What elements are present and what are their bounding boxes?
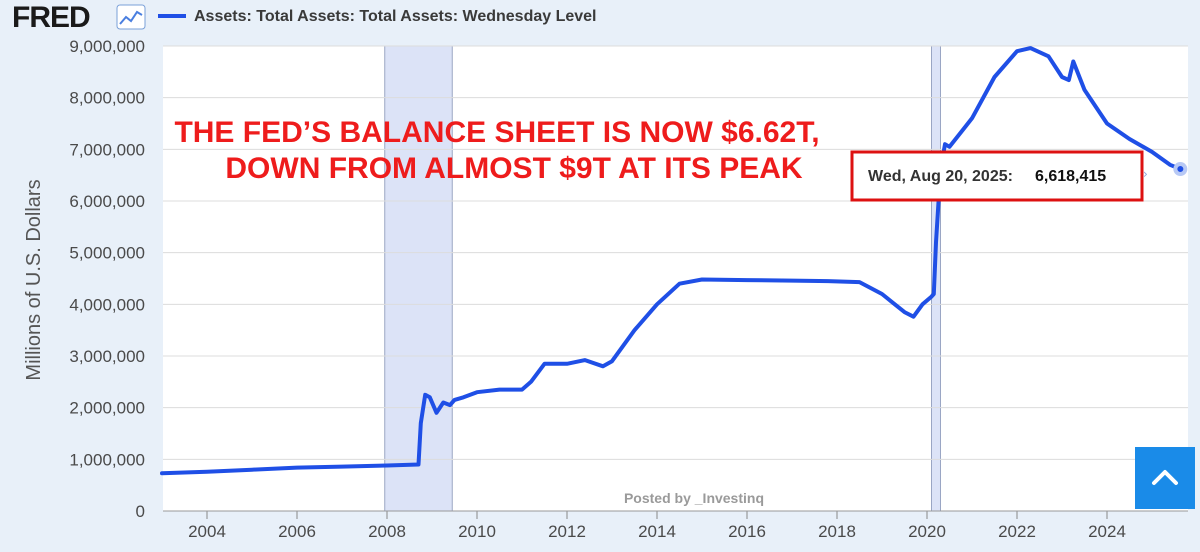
line-chart-icon xyxy=(116,4,146,30)
y-tick-label: 3,000,000 xyxy=(69,347,145,366)
last-point-marker[interactable] xyxy=(1173,162,1188,177)
x-tick-label: 2012 xyxy=(548,522,586,541)
y-tick-label: 4,000,000 xyxy=(69,295,145,314)
x-tick-label: 2014 xyxy=(638,522,676,541)
annotation-line-2: DOWN FROM ALMOST $9T AT ITS PEAK xyxy=(225,152,803,185)
tooltip-box xyxy=(850,150,1144,202)
y-tick-label: 8,000,000 xyxy=(69,89,145,108)
x-tick-label: 2022 xyxy=(998,522,1036,541)
annotation-line-1: THE FED’S BALANCE SHEET IS NOW $6.62T, xyxy=(174,116,819,149)
data-tooltip: Wed, Aug 20, 2025: 6,618,415 › xyxy=(850,150,1148,202)
legend[interactable]: Assets: Total Assets: Total Assets: Wedn… xyxy=(158,8,597,25)
x-tick-label: 2010 xyxy=(458,522,496,541)
x-tick-label: 2016 xyxy=(728,522,766,541)
x-axis-ticks: 2004 2006 2008 2010 2012 2014 2016 2018 2020 2022… xyxy=(163,510,1188,541)
tooltip-date: Wed, Aug 20, 2025: xyxy=(868,168,1013,185)
y-tick-label: 1,000,000 xyxy=(69,450,145,469)
y-tick-label: 6,000,000 xyxy=(69,192,145,211)
y-tick-label: 9,000,000 xyxy=(69,37,145,56)
y-tick-label: 7,000,000 xyxy=(69,140,145,159)
y-tick-label: 0 xyxy=(136,502,145,521)
x-tick-label: 2020 xyxy=(908,522,946,541)
annotation: THE FED’S BALANCE SHEET IS NOW $6.62T, D… xyxy=(174,116,819,185)
plot-area xyxy=(163,46,1188,511)
chevron-up-icon xyxy=(1152,470,1178,485)
x-tick-label: 2006 xyxy=(278,522,316,541)
y-axis-ticks: 0 1,000,000 2,000,000 3,000,000 4,000,000 5,0… xyxy=(69,37,145,521)
tooltip-caret-icon: › xyxy=(1143,167,1148,181)
x-tick-label: 2004 xyxy=(188,522,226,541)
x-tick-label: 2024 xyxy=(1088,522,1126,541)
x-tick-label: 2008 xyxy=(368,522,406,541)
scroll-to-top-button[interactable] xyxy=(1135,447,1195,509)
legend-label: Assets: Total Assets: Total Assets: Wedn… xyxy=(194,8,597,25)
y-tick-label: 2,000,000 xyxy=(69,399,145,418)
fred-logo[interactable]: FRED xyxy=(12,1,146,34)
series-line-total-assets[interactable] xyxy=(160,46,1183,476)
x-tick-label: 2018 xyxy=(818,522,856,541)
y-axis-title: Millions of U.S. Dollars xyxy=(23,179,45,380)
credit-text: Posted by _Investinq xyxy=(624,490,764,506)
tooltip-value: 6,618,415 xyxy=(1035,168,1106,185)
y-tick-label: 5,000,000 xyxy=(69,244,145,263)
fred-logo-text: FRED xyxy=(12,1,90,34)
